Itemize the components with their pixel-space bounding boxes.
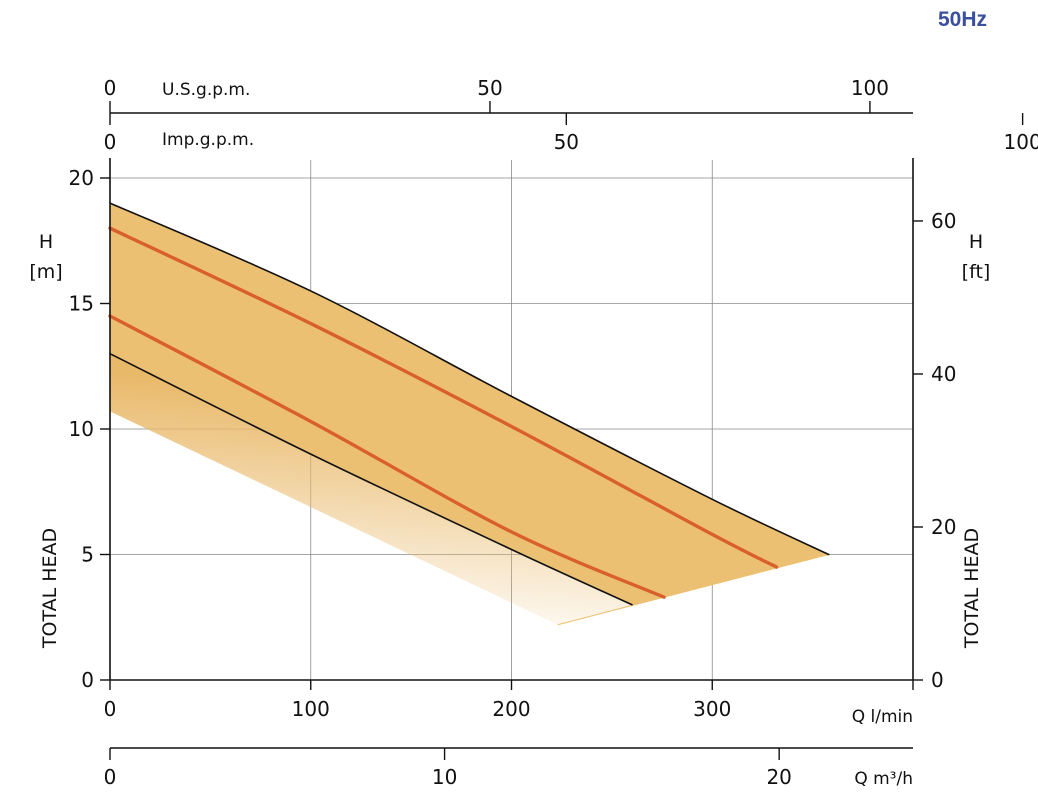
curve-min-boundary [109,352,633,606]
axes [100,101,1024,760]
x-imp-gpm-tick-label: 100 [1004,130,1038,154]
y-right-axis-title: TOTAL HEAD [961,528,983,649]
x-lpm-tick-label: 200 [492,697,530,721]
y-left-tick-label: 15 [69,292,94,316]
curve-intermediate-lower [108,314,666,599]
y-left-unit-symbol: H [39,231,53,253]
y-right-unit: [ft] [962,261,991,283]
y-left-tick-label: 5 [81,543,94,567]
y-right-tick-label: 20 [931,515,956,539]
x-us-gpm-axis-label: U.S.g.p.m. [162,80,250,100]
y-left-unit: [m] [29,261,62,283]
y-left-tick-label: 10 [69,417,94,441]
y-left-axis-title: TOTAL HEAD [39,528,61,649]
x-lpm-tick-label: 300 [693,697,731,721]
x-imp-gpm-tick-label: 0 [104,130,117,154]
x-m3h-tick-label: 0 [104,765,117,789]
y-left-tick-label: 20 [69,166,94,190]
x-lpm-axis-label: Q l/min [852,707,913,727]
frequency-label: 50Hz [938,8,988,31]
x-us-gpm-tick-label: 0 [104,76,117,100]
operating-band [110,203,829,626]
x-us-gpm-tick-label: 100 [851,76,889,100]
y-right-unit-symbol: H [969,231,983,253]
y-right-tick-label: 0 [931,668,944,692]
y-right-tick-label: 60 [931,209,956,233]
x-m3h-tick-label: 20 [766,765,791,789]
curve-intermediate-upper [108,226,779,569]
curves [108,202,830,606]
y-right-tick-label: 40 [931,362,956,386]
x-imp-gpm-tick-label: 50 [554,130,579,154]
band-edge [557,554,829,626]
y-left-tick-label: 0 [81,668,94,692]
x-m3h-axis-label: Q m³/h [854,769,913,789]
x-lpm-tick-label: 0 [104,697,117,721]
band-fill [110,203,829,625]
x-imp-gpm-axis-label: Imp.g.p.m. [162,130,254,150]
x-lpm-tick-label: 100 [292,697,330,721]
band-fade [110,353,632,625]
x-m3h-tick-label: 10 [432,765,457,789]
x-us-gpm-tick-label: 50 [477,76,502,100]
curve-max-boundary [109,202,830,556]
